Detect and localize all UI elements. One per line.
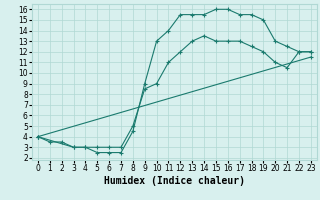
- X-axis label: Humidex (Indice chaleur): Humidex (Indice chaleur): [104, 176, 245, 186]
